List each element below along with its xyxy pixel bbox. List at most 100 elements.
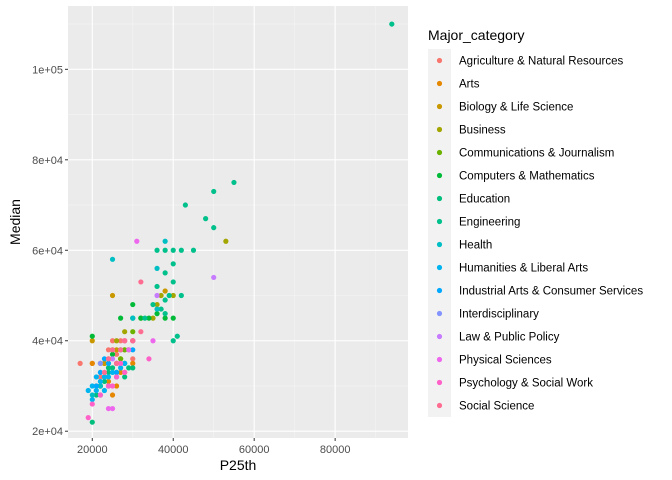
data-point-biology-life-science <box>89 338 95 344</box>
data-point-communications-journalism <box>122 347 128 353</box>
data-point-business <box>122 329 128 335</box>
data-point-law-public-policy <box>109 356 116 362</box>
data-point-education <box>101 378 108 385</box>
data-point-arts <box>89 360 95 366</box>
legend-swatch <box>436 57 443 64</box>
legend-swatch <box>436 218 443 225</box>
data-point-engineering <box>170 279 176 285</box>
major-gridlines <box>68 6 408 438</box>
data-point-computers-mathematics <box>154 311 160 317</box>
data-point-engineering <box>142 315 148 321</box>
data-point-arts <box>130 360 136 366</box>
legend-item-interdisciplinary: Interdisciplinary <box>428 302 539 325</box>
legend-swatch <box>436 103 443 110</box>
x-axis-title: P25th <box>220 457 257 473</box>
legend-item-law-public-policy: Law & Public Policy <box>428 325 560 348</box>
legend-item-agriculture-natural-resources: Agriculture & Natural Resources <box>428 49 624 72</box>
legend-item-computers-mathematics: Computers & Mathematics <box>428 164 595 187</box>
data-point-biology-life-science <box>109 292 116 299</box>
data-point-psychology-social-work <box>113 374 120 380</box>
legend-swatch <box>436 241 443 248</box>
data-point-computers-mathematics <box>138 315 144 321</box>
y-tick-label: 6e+04 <box>32 245 63 257</box>
data-point-humanities-liberal-arts <box>101 387 108 394</box>
data-point-social-science <box>113 360 120 366</box>
legend: Major_category Agriculture & Natural Res… <box>428 27 643 417</box>
data-point-arts <box>118 369 124 376</box>
x-tick-label: 40000 <box>158 444 189 456</box>
data-point-engineering <box>162 270 168 276</box>
data-point-psychology-social-work <box>122 369 128 376</box>
data-point-arts <box>113 383 120 389</box>
legend-items: Agriculture & Natural Resources Arts Biolo… <box>428 49 643 417</box>
data-point-communications-journalism <box>130 329 136 335</box>
data-point-humanities-liberal-arts <box>93 387 99 394</box>
data-point-engineering <box>170 338 176 344</box>
data-point-engineering <box>154 283 160 290</box>
legend-swatch <box>436 172 443 179</box>
data-point-social-science <box>122 338 128 344</box>
data-point-industrial-arts-consumer-services <box>113 369 120 376</box>
legend-item-industrial-arts-consumer-services: Industrial Arts & Consumer Services <box>428 279 643 302</box>
legend-swatch <box>436 264 443 271</box>
legend-item-education: Education <box>428 187 510 210</box>
data-point-engineering <box>158 306 164 312</box>
data-point-biology-life-science <box>162 288 168 294</box>
data-point-health <box>162 238 168 244</box>
data-point-humanities-liberal-arts <box>89 383 95 389</box>
data-point-social-science <box>138 329 144 335</box>
data-point-health <box>89 392 95 398</box>
data-point-business <box>150 315 156 321</box>
legend-item-psychology-social-work: Psychology & Social Work <box>428 371 593 394</box>
data-point-industrial-arts-consumer-services <box>105 360 112 366</box>
data-point-education <box>126 365 132 371</box>
data-point-engineering <box>162 247 168 253</box>
data-point-education <box>93 392 99 398</box>
data-point-agriculture-natural-resources <box>105 347 112 353</box>
data-point-engineering <box>170 247 176 253</box>
legend-item-business: Business <box>428 118 506 141</box>
data-point-humanities-liberal-arts <box>109 369 116 376</box>
legend-swatch <box>436 195 443 202</box>
data-point-humanities-liberal-arts <box>105 374 112 380</box>
data-point-arts <box>109 392 116 398</box>
plot-panel <box>68 6 408 438</box>
data-point-computers-mathematics <box>109 351 116 357</box>
data-point-agriculture-natural-resources <box>109 338 116 344</box>
data-point-biology-life-science <box>113 347 120 353</box>
legend-label: Computers & Mathematics <box>459 171 595 183</box>
legend-swatch <box>436 287 443 294</box>
legend-item-health: Health <box>428 233 492 256</box>
data-point-humanities-liberal-arts <box>118 365 124 371</box>
data-point-industrial-arts-consumer-services <box>93 383 99 389</box>
data-point-health <box>154 306 160 312</box>
data-point-health <box>97 383 103 389</box>
legend-label: Biology & Life Science <box>459 102 573 114</box>
data-point-education <box>105 365 112 371</box>
data-point-arts <box>105 378 112 385</box>
data-point-biology-life-science <box>101 360 108 366</box>
legend-label: Physical Sciences <box>459 355 552 367</box>
data-point-physical-sciences <box>109 405 116 412</box>
legend-swatch <box>436 379 443 386</box>
x-axis: 20000 40000 60000 80000 <box>77 438 350 456</box>
data-point-engineering <box>154 247 160 253</box>
data-point-agriculture-natural-resources <box>77 360 83 366</box>
data-point-engineering <box>231 179 237 186</box>
legend-swatch <box>436 149 443 156</box>
legend-item-biology-life-science: Biology & Life Science <box>428 95 573 118</box>
legend-item-communications-journalism: Communications & Journalism <box>428 141 614 164</box>
legend-item-social-science: Social Science <box>428 394 534 417</box>
legend-item-humanities-liberal-arts: Humanities & Liberal Arts <box>428 256 588 279</box>
legend-title: Major_category <box>428 27 525 43</box>
data-point-business <box>113 338 120 344</box>
data-point-engineering <box>178 292 184 299</box>
data-point-computers-mathematics <box>170 315 176 321</box>
legend-label: Law & Public Policy <box>459 332 560 344</box>
data-point-social-science <box>101 369 108 376</box>
data-point-computers-mathematics <box>118 315 124 321</box>
data-point-computers-mathematics <box>130 301 136 308</box>
data-point-engineering <box>211 225 217 231</box>
y-tick-label: 4e+04 <box>32 336 63 348</box>
